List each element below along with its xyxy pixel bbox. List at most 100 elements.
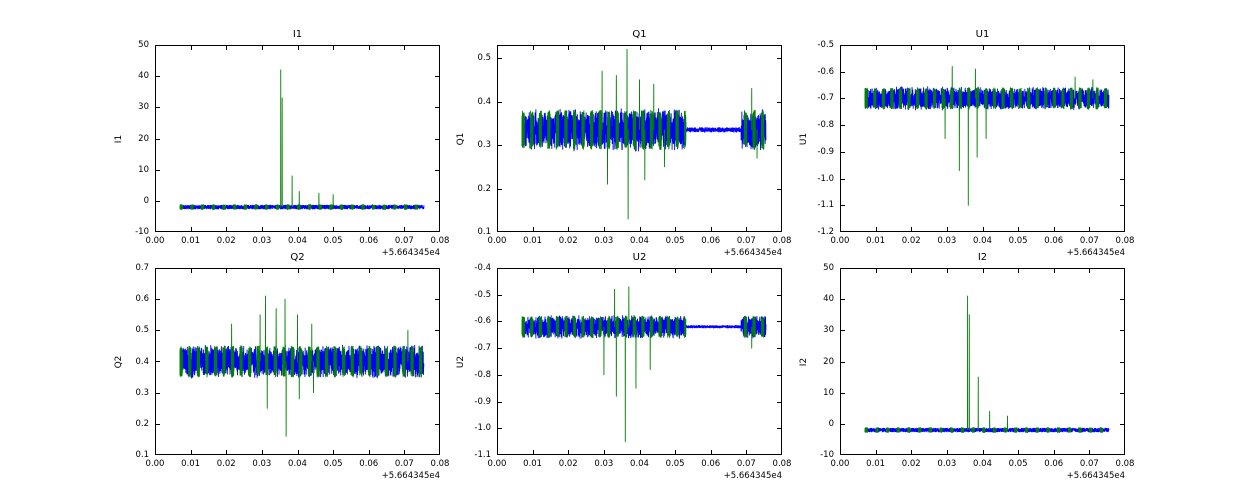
x-axis-offset-label: +5.664345e4	[723, 248, 782, 258]
y-tick-label: 0.5	[135, 325, 149, 336]
y-tick-label: -10	[135, 227, 149, 237]
x-tick-label: 0.03	[252, 459, 272, 469]
y-tick-label: 50	[823, 263, 834, 273]
x-tick-label: 0.06	[359, 236, 379, 246]
y-tick-label: 0.4	[477, 96, 491, 107]
y-tick-label: -0.4	[474, 263, 491, 273]
subplot-title-Q2: Q2	[290, 252, 305, 263]
y-tick-label: -10	[820, 450, 834, 460]
x-tick-label: 0.01	[181, 459, 201, 469]
x-tick-label: 0.06	[701, 236, 721, 246]
x-tick-label: 0.01	[523, 459, 543, 469]
x-tick-label: 0.06	[1044, 459, 1064, 469]
x-tick-label: 0.05	[665, 236, 685, 246]
x-tick-label: 0.04	[630, 236, 649, 246]
x-tick-label: 0.07	[1079, 459, 1099, 469]
y-tick-label: 30	[823, 325, 834, 336]
y-tick-label: 50	[138, 40, 149, 50]
y-tick-label: 0.2	[135, 418, 149, 429]
x-tick-label: 0.08	[772, 459, 792, 469]
subplot-title-Q1: Q1	[632, 29, 647, 40]
y-tick-label: -0.6	[474, 316, 491, 327]
y-axis-label-U2: U2	[456, 355, 466, 368]
x-tick-label: 0.03	[252, 236, 272, 246]
plot-area-Q1	[497, 45, 782, 232]
x-tick-label: 0.06	[1044, 236, 1064, 246]
y-tick-label: 30	[138, 102, 149, 113]
y-axis-label-U1: U1	[799, 132, 809, 145]
plot-area-U2	[497, 268, 782, 455]
y-tick-label: -0.5	[817, 40, 834, 50]
x-tick-label: 0.07	[394, 236, 414, 246]
y-tick-label: -1.2	[817, 227, 834, 237]
y-tick-label: -1.1	[474, 450, 491, 460]
y-tick-label: 20	[823, 356, 834, 367]
x-tick-label: 0.07	[394, 459, 414, 469]
x-tick-label: 0.08	[772, 236, 792, 246]
x-tick-label: 0.08	[1115, 236, 1135, 246]
y-tick-label: -0.8	[817, 120, 834, 131]
y-tick-label: 40	[138, 71, 149, 82]
x-axis-offset-label: +5.664345e4	[723, 471, 782, 481]
x-tick-label: 0.00	[830, 459, 850, 469]
x-tick-label: 0.04	[973, 236, 992, 246]
x-tick-label: 0.05	[323, 236, 343, 246]
x-tick-label: 0.04	[288, 236, 307, 246]
plot-area-Q2	[155, 268, 440, 455]
x-axis-offset-label: +5.664345e4	[381, 471, 440, 481]
x-tick-label: 0.07	[1079, 236, 1099, 246]
y-tick-label: 0.1	[135, 450, 149, 460]
x-tick-label: 0.02	[216, 459, 236, 469]
subplot-title-I2: I2	[977, 252, 988, 263]
x-tick-label: 0.06	[701, 459, 721, 469]
subplot-title-U1: U1	[975, 29, 990, 40]
y-tick-label: -0.7	[817, 93, 834, 104]
y-tick-label: -1.0	[474, 423, 491, 434]
x-tick-label: 0.01	[523, 236, 543, 246]
y-tick-label: 0	[828, 418, 834, 429]
x-tick-label: 0.04	[288, 459, 307, 469]
y-tick-label: 0.3	[135, 387, 149, 398]
y-tick-label: 0.2	[477, 183, 491, 194]
x-tick-label: 0.00	[830, 236, 850, 246]
x-tick-label: 0.01	[866, 459, 886, 469]
x-tick-label: 0.01	[866, 236, 886, 246]
x-tick-label: 0.08	[1115, 459, 1135, 469]
x-tick-label: 0.00	[145, 236, 165, 246]
y-tick-label: 40	[823, 294, 834, 305]
x-tick-label: 0.06	[359, 459, 379, 469]
x-tick-label: 0.00	[487, 459, 507, 469]
x-tick-label: 0.07	[736, 459, 756, 469]
x-tick-label: 0.03	[937, 459, 957, 469]
x-tick-label: 0.00	[487, 236, 507, 246]
x-tick-label: 0.08	[430, 459, 450, 469]
y-tick-label: 0.6	[135, 294, 149, 305]
y-tick-label: 0.7	[135, 263, 149, 273]
y-tick-label: 0.4	[135, 356, 149, 367]
x-tick-label: 0.05	[1008, 236, 1028, 246]
y-tick-label: 20	[138, 133, 149, 144]
y-tick-label: -0.6	[817, 66, 834, 77]
x-tick-label: 0.02	[901, 236, 921, 246]
subplot-title-U2: U2	[632, 252, 647, 263]
x-tick-label: 0.02	[558, 236, 578, 246]
y-tick-label: 0.5	[477, 53, 491, 64]
x-tick-label: 0.03	[594, 236, 614, 246]
y-tick-label: 10	[823, 387, 834, 398]
x-tick-label: 0.08	[430, 236, 450, 246]
y-tick-label: -0.8	[474, 369, 491, 380]
y-tick-label: 0.1	[477, 227, 491, 237]
x-tick-label: 0.03	[937, 236, 957, 246]
subplot-title-I1: I1	[292, 29, 303, 40]
plot-area-U1	[840, 45, 1125, 232]
x-tick-label: 0.07	[736, 236, 756, 246]
y-tick-label: 10	[138, 164, 149, 175]
x-tick-label: 0.03	[594, 459, 614, 469]
x-axis-offset-label: +5.664345e4	[1066, 248, 1125, 258]
plot-area-I2	[840, 268, 1125, 455]
x-tick-label: 0.00	[145, 459, 165, 469]
y-tick-label: -1.0	[817, 173, 834, 184]
x-tick-label: 0.04	[630, 459, 649, 469]
x-tick-label: 0.02	[901, 459, 921, 469]
